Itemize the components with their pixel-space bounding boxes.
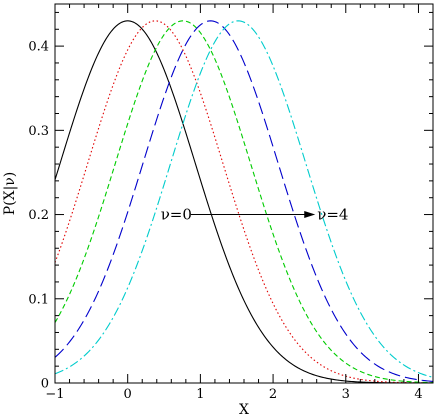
- series-curve-4: [54, 20, 434, 378]
- plot-frame: [54, 3, 434, 384]
- y-tick-label: 0.1: [28, 292, 49, 307]
- y-axis-title: P(X|ν): [2, 172, 18, 216]
- tick-labels: −1 0 1 2 3 400.10.20.30.4: [28, 40, 422, 402]
- nu-arrow-annotation: ν=0 ν=4: [161, 206, 349, 224]
- series-curve-1: [54, 20, 434, 384]
- x-tick-label: 4: [414, 387, 422, 402]
- series-curve-2: [54, 20, 434, 384]
- x-tick-label: 2: [269, 387, 277, 402]
- annotation-end-label: ν=4: [317, 206, 348, 224]
- x-tick-label: 0: [124, 387, 132, 402]
- annotation-start-label: ν=0: [161, 206, 192, 224]
- y-tick-label: 0.3: [28, 124, 49, 139]
- x-tick-label: 3: [342, 387, 350, 402]
- arrow-head: [304, 211, 316, 219]
- y-tick-label: 0.4: [28, 40, 49, 55]
- axis-ticks: [54, 4, 434, 384]
- y-tick-label: 0.2: [28, 208, 49, 223]
- series-curves: [54, 20, 434, 384]
- x-tick-label: 1: [196, 387, 204, 402]
- series-curve-3: [54, 20, 434, 382]
- y-tick-label: 0: [41, 377, 49, 392]
- series-curve-0: [54, 20, 433, 384]
- x-axis-title: X: [239, 402, 249, 418]
- x-tick-label: −1: [45, 387, 64, 402]
